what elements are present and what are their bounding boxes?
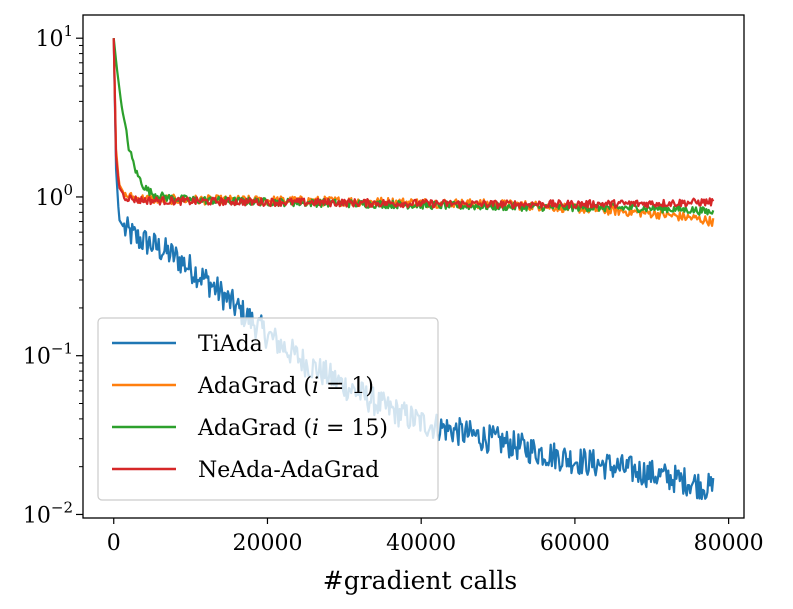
legend-label-3: NeAda-AdaGrad: [198, 458, 379, 483]
y-tick-label: 100: [35, 181, 73, 211]
y-axis-ticks: 101 100 10−1 10−2: [23, 22, 83, 528]
x-tick-label: 20000: [232, 531, 302, 556]
y-tick-label: 101: [35, 22, 73, 52]
series-line-3: [112, 38, 715, 210]
x-tick-label: 60000: [540, 531, 610, 556]
x-axis-label: #gradient calls: [323, 566, 517, 595]
x-tick-label: 0: [107, 531, 121, 556]
x-axis-ticks: 0 20000 40000 60000 80000: [107, 518, 764, 556]
series-line-2: [112, 38, 715, 216]
x-tick-label: 40000: [386, 531, 456, 556]
legend-box: [97, 317, 439, 501]
plot-frame: [82, 14, 745, 519]
legend-label-2: AdaGrad (i = 15): [197, 416, 388, 441]
y-tick-label: 10−2: [23, 498, 73, 528]
legend: TiAda AdaGrad (i = 1) AdaGrad (i = 15) NeAd…: [97, 317, 439, 501]
y-tick-label: 10−1: [23, 340, 73, 370]
legend-label-1: AdaGrad (i = 1): [197, 374, 374, 399]
legend-label-0: TiAda: [198, 332, 263, 357]
x-tick-label: 80000: [694, 531, 764, 556]
